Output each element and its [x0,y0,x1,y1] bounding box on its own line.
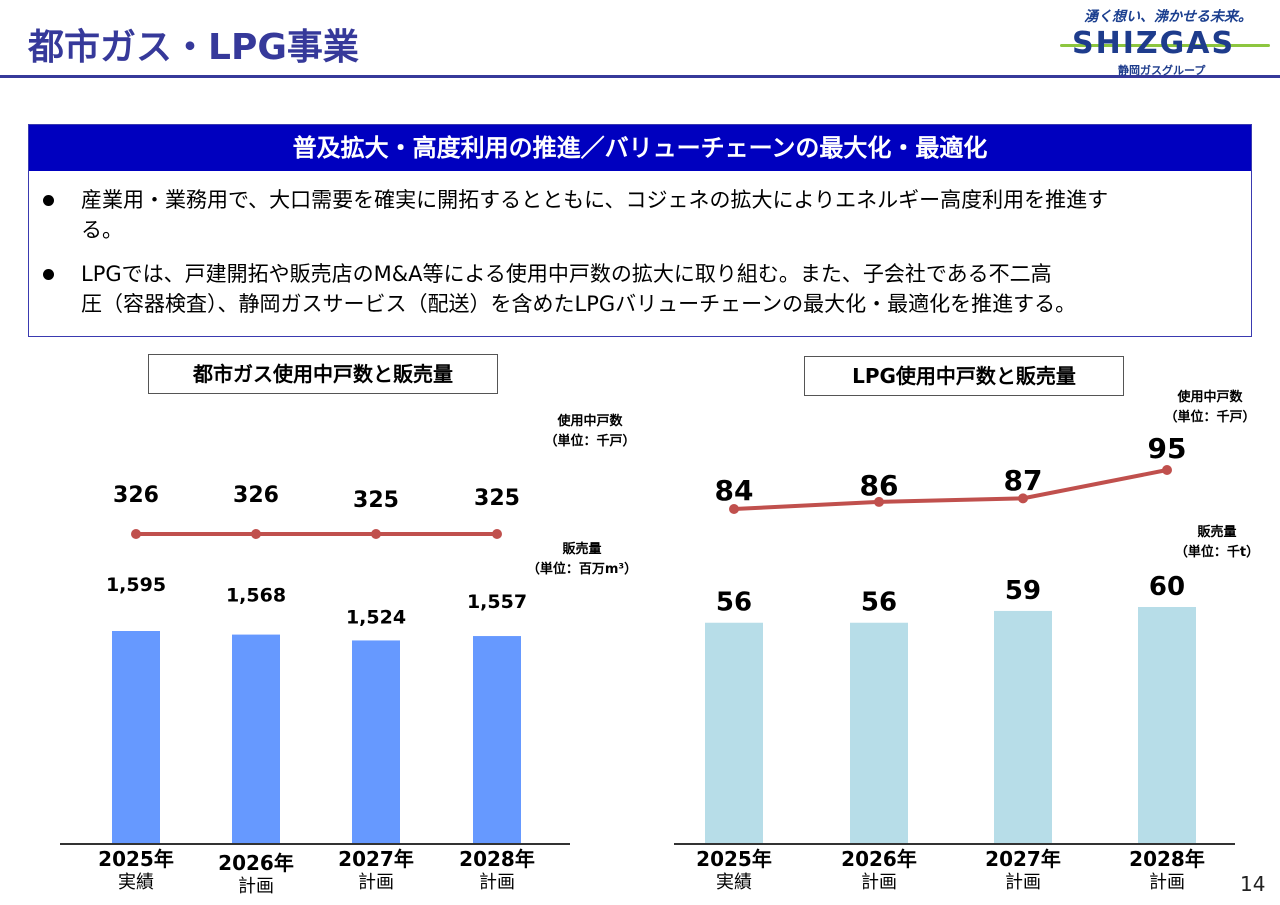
x-tick-label: 2028年 [459,847,535,871]
x-tick-sublabel: 計画 [1005,872,1041,893]
line-point [371,529,381,539]
unit-label: 使用中戸数 [1177,390,1243,405]
line-data-label: 325 [474,486,520,511]
bar-data-label: 1,595 [106,574,166,596]
unit-label: 販売量 [1197,525,1237,540]
unit-text: （単位：百万m³） [526,562,638,577]
x-tick-label: 2026年 [218,851,294,875]
bar [352,640,400,843]
x-tick-label: 2026年 [841,847,917,871]
line-data-label: 84 [715,474,754,507]
bullet-text-line: 圧（容器検査）、静岡ガスサービス（配送）を含めたLPGバリューチェーンの最大化・… [81,292,1077,316]
bar [112,631,160,843]
bullet-text-line: 産業用・業務用で、大口需要を確実に開拓するとともに、コジェネの拡大によりエネルギ… [81,188,1109,212]
x-tick-label: 2025年 [98,847,174,871]
bar-data-label: 1,568 [226,585,286,607]
unit-text: （単位：千戸） [544,434,636,449]
unit-label: 販売量 [562,542,602,557]
x-tick-sublabel: 計画 [358,872,394,893]
city-gas-chart-title: 都市ガス使用中戸数と販売量 [148,354,498,394]
bar-data-label: 60 [1149,572,1185,602]
summary-box: 普及拡大・高度利用の推進／バリューチェーンの最大化・最適化 産業用・業務用で、大… [28,124,1252,337]
x-tick-label: 2028年 [1129,847,1205,871]
unit-text: （単位：千戸） [1164,410,1256,425]
x-tick-label: 2027年 [985,847,1061,871]
line-point [874,496,884,507]
line-point [492,529,502,539]
bar-data-label: 59 [1005,576,1041,606]
unit-text: （単位：千t） [1174,545,1260,560]
bullet-text-line: る。 [81,218,123,242]
line-point [131,529,141,539]
bar-data-label: 56 [861,588,897,618]
logo-tagline: 湧く想い、沸かせる未来。 [1084,9,1252,25]
bar [705,622,763,843]
bar [994,610,1052,843]
x-tick-label: 2025年 [696,847,772,871]
bar-data-label: 56 [716,588,752,618]
line-point [729,504,739,514]
logo-swoosh-icon [1060,44,1270,47]
bar [1138,607,1196,843]
logo-brand: SHIZGAS [1072,26,1236,61]
page-title: 都市ガス・LPG事業 [28,27,359,68]
x-tick-label: 2027年 [338,847,414,871]
x-tick-sublabel: 実績 [118,872,154,893]
bar [232,634,280,843]
bar-data-label: 1,557 [467,591,527,613]
line-data-label: 86 [860,469,899,502]
logo-subtitle: 静岡ガスグループ [1118,64,1206,77]
lpg-bar-unit: 販売量 （単位：千t） [1162,523,1272,563]
line-point [251,529,261,539]
page-number: 14 [1240,872,1266,896]
line-data-label: 325 [353,488,399,513]
x-tick-sublabel: 計画 [861,872,897,893]
line-data-label: 87 [1004,464,1043,497]
line-point [1162,465,1172,475]
company-logo: 湧く想い、沸かせる未来。 SHIZGAS 静岡ガスグループ [1060,2,1270,77]
city-gas-bar-unit: 販売量 （単位：百万m³） [512,540,652,580]
unit-label: 使用中戸数 [557,414,623,429]
bullet-icon [43,195,54,206]
bar-data-label: 1,524 [346,606,406,628]
bar [473,636,521,843]
x-tick-sublabel: 計画 [479,872,515,893]
line-data-label: 326 [113,483,159,508]
line-point [1018,493,1028,504]
bar [850,622,908,843]
bullet-text-line: LPGでは、戸建開拓や販売店のM&A等による使用中戸数の拡大に取り組む。また、子… [81,262,1052,286]
x-tick-sublabel: 実績 [716,872,752,893]
series-line [733,468,1168,511]
x-tick-sublabel: 計画 [1149,872,1185,893]
lpg-chart-title: LPG使用中戸数と販売量 [804,356,1124,396]
lpg-line-unit: 使用中戸数 （単位：千戸） [1150,388,1270,428]
header-divider [0,75,1280,78]
line-data-label: 95 [1148,432,1187,465]
summary-banner: 普及拡大・高度利用の推進／バリューチェーンの最大化・最適化 [29,125,1251,171]
city-gas-line-unit: 使用中戸数 （単位：千戸） [530,412,650,452]
line-data-label: 326 [233,483,279,508]
x-tick-sublabel: 計画 [238,876,274,897]
bullet-icon [43,269,54,280]
